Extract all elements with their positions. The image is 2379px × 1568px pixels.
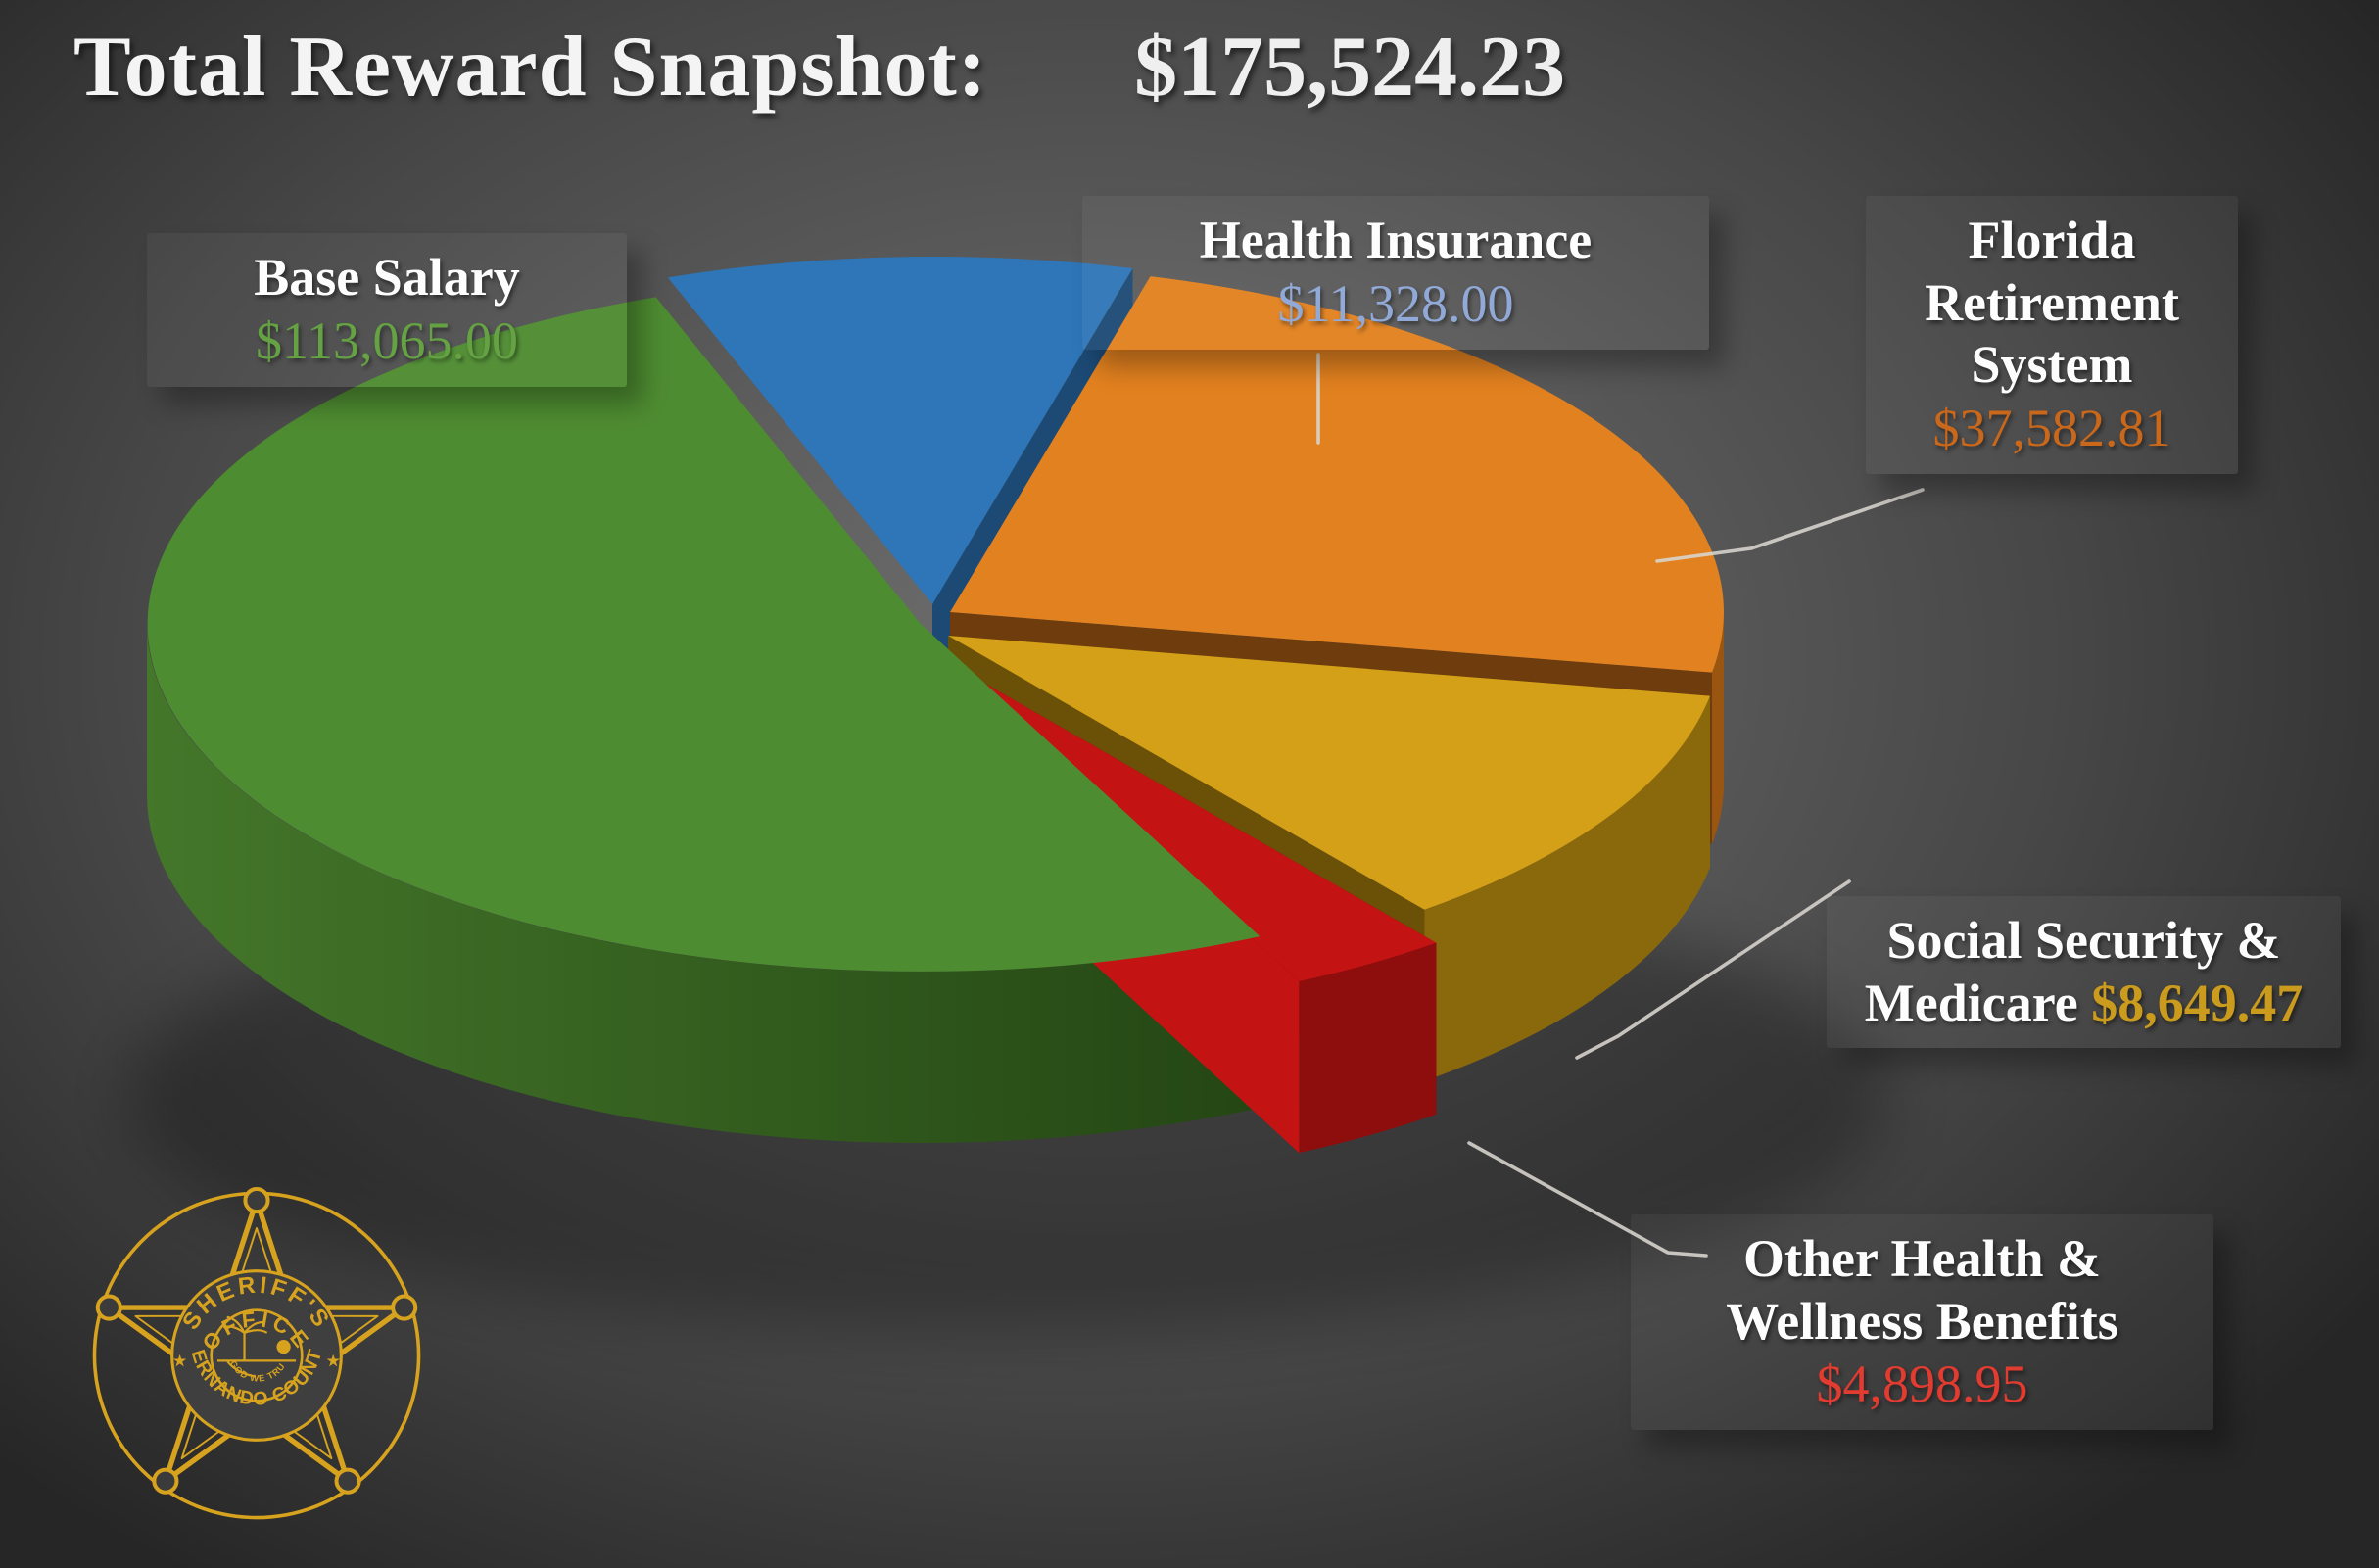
pie-slice-ssm-top <box>948 636 1710 910</box>
badge-star-tip-balls <box>95 1187 418 1495</box>
leader-ssm <box>1575 879 1851 1060</box>
slice-label-base-salary: Base Salary <box>254 248 520 307</box>
page-title: Total Reward Snapshot: <box>73 20 988 115</box>
pie-slice-base-salary-side <box>146 624 1261 1144</box>
pie-slice-health-insurance-top <box>667 256 1133 604</box>
badge-ring-outer <box>170 1269 343 1442</box>
label-health-insurance: Health Insurance $11,328.00 <box>1082 196 1709 350</box>
slice-label-florida-retirement-system: Florida Retirement System <box>1925 211 2179 395</box>
sheriff-badge-logo: ★ ★ SHERIFF'S OFFICE HERNANDO COUNTY IN … <box>82 1181 421 1520</box>
slice-label-other-health-wellness: Other Health & Wellness Benefits <box>1726 1229 2118 1351</box>
label-base-salary: Base Salary $113,065.00 <box>147 233 627 387</box>
total-amount: $175,524.23 <box>1134 20 1566 115</box>
leader-other <box>1467 1141 1708 1258</box>
label-social-security-medicare: Social Security & Medicare $8,649.47 <box>1827 896 2341 1049</box>
badge-star-right: ★ <box>327 1354 341 1370</box>
pie-slice-other-top <box>960 669 1437 982</box>
pie-slice-ssm-side <box>1424 695 1710 1081</box>
social-security-text: Social Security & Medicare <box>1864 911 2281 1032</box>
pie-slice-frs-top <box>950 276 1724 673</box>
slice-amount-other-health-wellness: $4,898.95 <box>1816 1354 2028 1414</box>
slice-amount-health-insurance: $11,328.00 <box>1277 273 1514 333</box>
badge-ring-inner <box>210 1308 304 1402</box>
pie-slice-base-salary-top <box>147 297 1261 972</box>
slice-amount-base-salary: $113,065.00 <box>256 310 518 370</box>
pie-slice-other-side <box>1299 942 1437 1154</box>
titlebar: Total Reward Snapshot: $175,524.23 <box>73 18 1565 117</box>
slice-label-health-insurance: Health Insurance <box>1199 211 1593 269</box>
slice-label-social-security-medicare: Social Security & Medicare $8,649.47 <box>1836 910 2331 1034</box>
badge-star-left: ★ <box>173 1354 187 1370</box>
label-florida-retirement-system: Florida Retirement System $37,582.81 <box>1866 196 2238 474</box>
pie-slice-frs-side <box>1712 612 1724 844</box>
label-other-health-wellness: Other Health & Wellness Benefits $4,898.… <box>1631 1214 2213 1431</box>
slice-amount-florida-retirement-system: $37,582.81 <box>1932 399 2171 458</box>
slice-amount-social-security-medicare: $8,649.47 <box>2091 973 2304 1032</box>
badge-seal-scene <box>216 1315 297 1378</box>
leader-frs <box>1655 488 1925 563</box>
